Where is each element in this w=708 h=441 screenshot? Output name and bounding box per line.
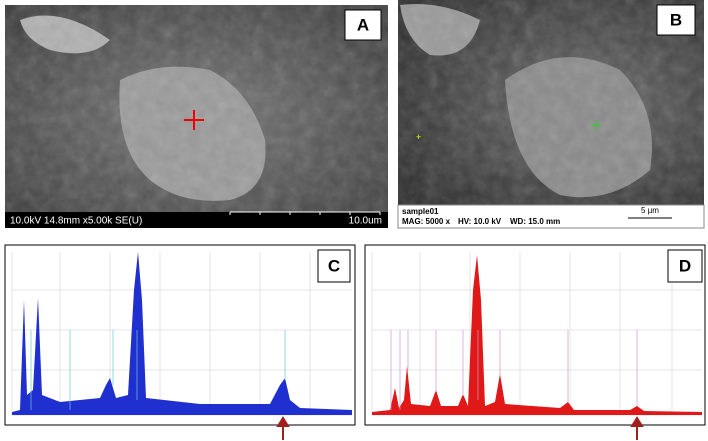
label-box <box>656 4 696 36</box>
scale-text: 5 µm <box>641 206 659 215</box>
panel-label: D <box>679 256 691 275</box>
spectrum <box>372 255 702 415</box>
scale-text: 10.0um <box>349 216 382 227</box>
marker <box>591 120 601 130</box>
spectrum-frame <box>364 244 706 426</box>
panel-label: C <box>328 256 340 275</box>
texture <box>5 5 388 228</box>
arrow <box>630 416 644 440</box>
arrow <box>276 416 290 440</box>
info-text: 10.0kV 14.8mm x5.00k SE(U) <box>10 216 142 227</box>
panel-b: + sample01 MAG: 5000 x HV: 10.0 kV WD: 1… <box>397 0 705 229</box>
mag-text: MAG: 5000 x <box>402 217 451 226</box>
panel-a: 10.0kV 14.8mm x5.00k SE(U) 10.0um <box>5 5 388 228</box>
panel-d <box>364 244 706 426</box>
label-box <box>317 249 351 283</box>
info-bar <box>5 212 388 228</box>
panel-label: A <box>357 15 369 34</box>
spectrum <box>12 252 352 415</box>
label-box <box>344 9 382 41</box>
texture <box>398 0 704 205</box>
info-strip <box>397 204 705 229</box>
peak-marker <box>390 330 638 410</box>
spectrum-frame <box>4 244 356 426</box>
scale-bar <box>229 211 381 215</box>
wd-text: WD: 15.0 mm <box>510 217 560 226</box>
sample-text: sample01 <box>402 207 439 216</box>
label-box <box>667 249 703 283</box>
panel-c <box>4 244 356 426</box>
panel-label: B <box>670 10 682 29</box>
marker: + <box>416 132 421 142</box>
peak-marker <box>30 330 286 410</box>
hv-text: HV: 10.0 kV <box>458 217 502 226</box>
